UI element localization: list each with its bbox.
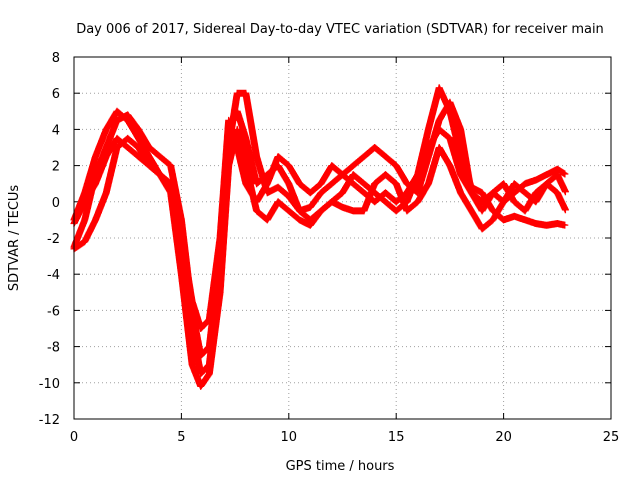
y-tick-label: 4	[52, 123, 60, 138]
y-tick-label: -2	[47, 232, 60, 247]
x-tick-label: 5	[177, 430, 185, 445]
series-markers	[70, 84, 569, 378]
y-tick-label: 2	[52, 160, 60, 175]
x-tick-label: 25	[603, 430, 620, 445]
chart-title: Day 006 of 2017, Sidereal Day-to-day VTE…	[76, 22, 604, 37]
series-markers	[70, 98, 569, 360]
y-tick-label: 6	[52, 87, 60, 102]
y-tick-label: -10	[39, 377, 60, 392]
x-tick-label: 20	[495, 430, 512, 445]
ticks: 0 5 10 15 20 25 -12 -10 -8 -6 -4 -2 0 2 4 6 8	[39, 51, 620, 445]
grid	[74, 57, 611, 419]
x-tick-label: 0	[70, 430, 78, 445]
x-tick-label: 10	[281, 430, 298, 445]
data-points	[70, 84, 569, 390]
x-axis-label: GPS time / hours	[286, 459, 395, 474]
y-tick-label: -12	[39, 413, 60, 428]
y-tick-label: -6	[47, 304, 60, 319]
y-tick-label: -4	[47, 268, 60, 283]
x-tick-label: 15	[388, 430, 405, 445]
plot-area-border	[73, 56, 612, 420]
series-trace-1	[70, 84, 569, 378]
y-tick-label: 8	[52, 51, 60, 66]
y-axis-label: SDTVAR / TECUs	[7, 185, 22, 292]
y-tick-label: -8	[47, 341, 60, 356]
y-tick-label: 0	[52, 196, 60, 211]
series-trace-2	[70, 98, 569, 360]
